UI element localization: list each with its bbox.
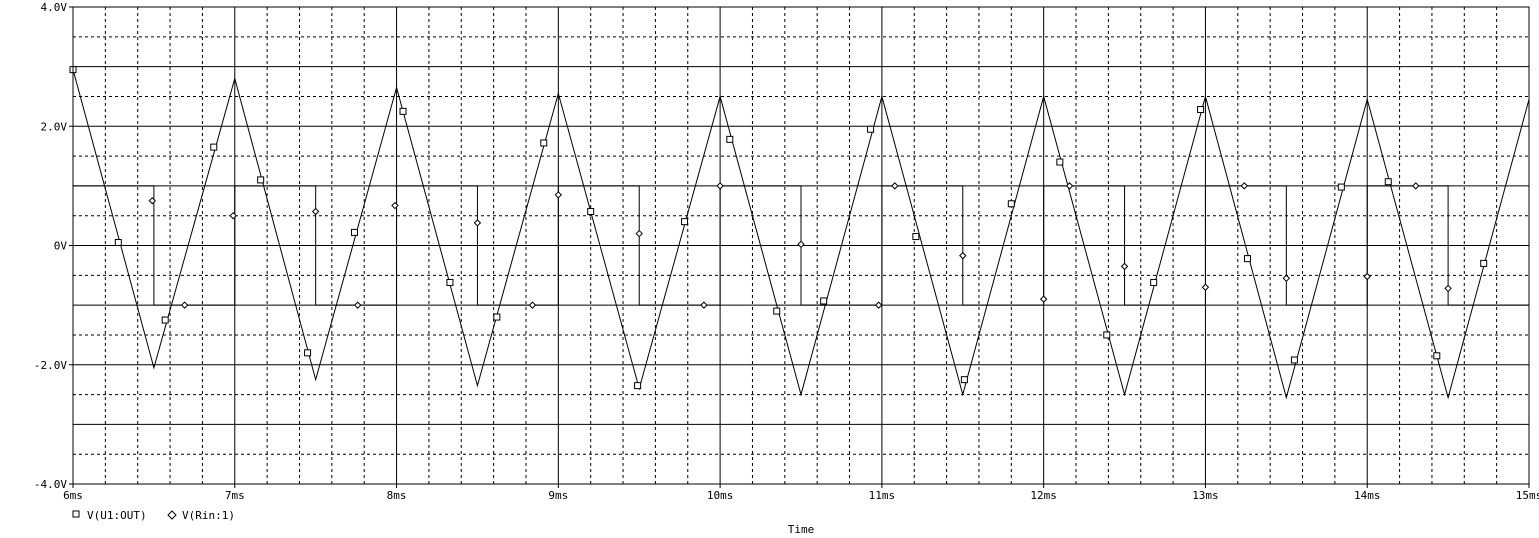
data-point-diamond xyxy=(716,182,724,190)
data-point-square xyxy=(1150,278,1158,286)
x-axis-label: Time xyxy=(788,523,815,536)
data-point-square xyxy=(114,239,122,247)
x-tick-label: 12ms xyxy=(1030,489,1057,502)
x-tick-label: 10ms xyxy=(707,489,734,502)
data-point-square xyxy=(1244,255,1252,263)
legend-label-1: V(Rin:1) xyxy=(182,509,235,522)
data-point-square xyxy=(867,125,875,133)
data-point-square xyxy=(257,176,265,184)
legend-label-0: V(U1:OUT) xyxy=(87,509,147,522)
x-tick-label: 14ms xyxy=(1354,489,1381,502)
data-point-diamond xyxy=(1240,182,1248,190)
data-point-diamond xyxy=(635,229,643,238)
data-point-square xyxy=(1290,356,1298,364)
data-point-square xyxy=(1007,200,1015,208)
y-tick-label: 2.0V xyxy=(41,120,68,133)
legend: V(U1:OUT) V(Rin:1) xyxy=(72,509,235,522)
data-point-diamond xyxy=(1065,182,1074,190)
data-point-square xyxy=(634,382,642,390)
data-point-diamond xyxy=(180,301,189,309)
y-tick-label: 0V xyxy=(54,240,68,253)
data-point-square xyxy=(773,307,781,315)
x-tick-label: 7ms xyxy=(225,489,245,502)
data-point-diamond xyxy=(473,219,482,227)
data-point-diamond xyxy=(554,191,563,199)
data-point-diamond xyxy=(1201,283,1210,291)
data-point-square xyxy=(1103,331,1111,339)
data-point-diamond xyxy=(1444,284,1452,293)
data-point-diamond xyxy=(874,301,883,309)
data-point-diamond xyxy=(528,301,537,309)
x-tick-label: 11ms xyxy=(869,489,896,502)
data-point-diamond xyxy=(311,207,320,216)
y-tick-label: -2.0V xyxy=(34,359,67,372)
series-layer xyxy=(72,69,1530,400)
series-line-0 xyxy=(72,69,1530,400)
legend-square-icon xyxy=(72,510,80,518)
x-tick-label: 15ms xyxy=(1516,489,1539,502)
data-point-square xyxy=(1337,183,1345,191)
data-point-diamond xyxy=(148,197,156,205)
data-point-diamond xyxy=(229,211,237,220)
data-point-diamond xyxy=(1412,182,1420,190)
data-point-diamond xyxy=(1282,274,1291,283)
data-point-square xyxy=(912,233,920,241)
marker-layer xyxy=(69,66,1488,390)
data-point-square xyxy=(161,316,169,324)
data-point-square xyxy=(210,143,218,151)
data-point-square xyxy=(304,349,312,357)
y-tick-label: -4.0V xyxy=(34,478,67,491)
data-point-square xyxy=(399,107,407,115)
data-point-square xyxy=(1197,106,1205,114)
data-point-square xyxy=(1433,352,1441,360)
x-tick-label: 9ms xyxy=(548,489,568,502)
data-point-diamond xyxy=(891,182,899,190)
x-tick-label: 13ms xyxy=(1192,489,1219,502)
data-point-square xyxy=(540,139,548,147)
y-tick-label: 4.0V xyxy=(41,1,68,14)
data-point-diamond xyxy=(391,201,399,210)
data-point-square xyxy=(820,297,828,305)
data-point-square xyxy=(1384,178,1392,186)
data-point-diamond xyxy=(1120,262,1129,271)
tick-labels: 6ms 7ms 8ms 9ms 10ms 11ms 12ms 13ms 14ms 15ms -4.0… xyxy=(34,1,1539,502)
data-point-diamond xyxy=(1039,295,1048,303)
data-point-square xyxy=(1480,259,1488,267)
data-point-square xyxy=(587,208,595,216)
data-point-square xyxy=(1056,158,1064,166)
data-point-diamond xyxy=(354,301,362,309)
data-point-diamond xyxy=(700,301,708,309)
data-point-square xyxy=(350,228,358,236)
data-point-square xyxy=(493,313,501,321)
legend-diamond-icon xyxy=(167,510,177,520)
data-point-square xyxy=(960,376,968,384)
x-tick-label: 8ms xyxy=(387,489,407,502)
data-point-square xyxy=(681,218,689,226)
data-point-diamond xyxy=(797,240,805,249)
x-tick-label: 6ms xyxy=(63,489,83,502)
data-point-square xyxy=(446,278,454,286)
data-point-diamond xyxy=(1363,272,1371,281)
data-point-diamond xyxy=(959,251,967,260)
data-point-square xyxy=(726,135,734,143)
